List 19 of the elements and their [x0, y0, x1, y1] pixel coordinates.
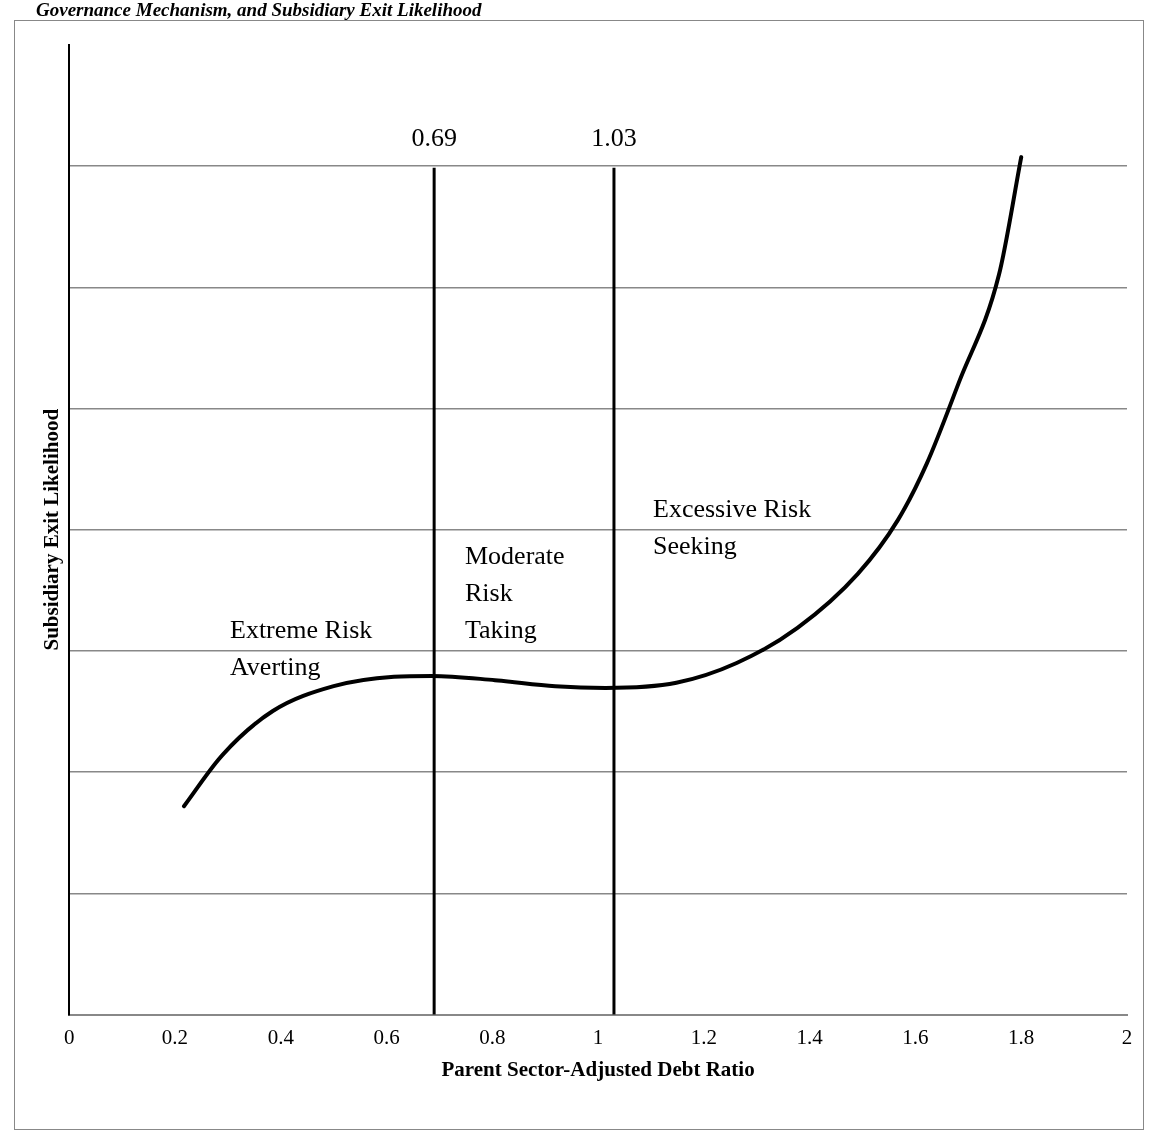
x-tick-label: 0.2: [161, 1024, 189, 1049]
x-tick-label: 1.2: [690, 1024, 718, 1049]
annotation: Extreme Risk Averting: [230, 614, 373, 681]
annotation: Moderate Risk Taking: [465, 540, 565, 644]
x-tick-label: 1.8: [1008, 1024, 1035, 1049]
x-tick-label: 2: [1121, 1024, 1133, 1049]
chart-title: Governance Mechanism, and Subsidiary Exit Likelihood: [36, 0, 482, 21]
x-tick-label: 1.4: [796, 1024, 824, 1049]
x-tick-label: 0: [63, 1024, 75, 1049]
ref-line-label: 1.03: [591, 122, 637, 152]
x-tick-label: 0.8: [479, 1024, 506, 1049]
annotation: Excessive Risk Seeking: [653, 493, 812, 560]
x-tick-label: 0.4: [267, 1024, 295, 1049]
x-tick-label: 1.6: [902, 1024, 929, 1049]
x-tick-label: 1: [592, 1024, 604, 1049]
x-axis-title: Parent Sector-Adjusted Debt Ratio: [441, 1056, 755, 1081]
ref-line-label: 0.69: [411, 122, 457, 152]
y-axis-title: Subsidiary Exit Likelihood: [39, 408, 64, 651]
x-tick-label: 0.6: [373, 1024, 400, 1049]
